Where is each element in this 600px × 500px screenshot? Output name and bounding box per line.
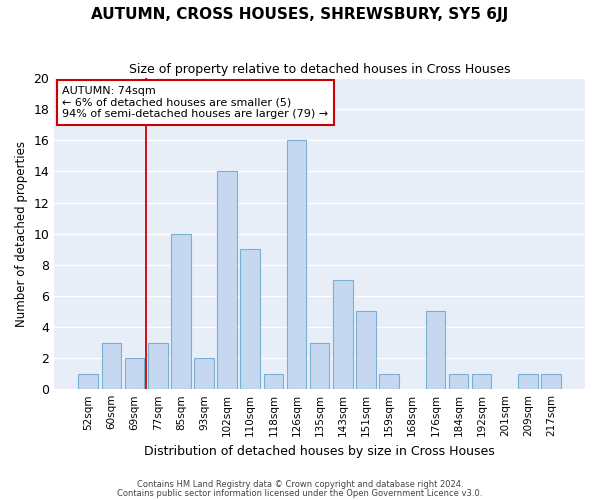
Title: Size of property relative to detached houses in Cross Houses: Size of property relative to detached ho… [129, 62, 511, 76]
Text: Contains HM Land Registry data © Crown copyright and database right 2024.: Contains HM Land Registry data © Crown c… [137, 480, 463, 489]
Bar [125, 358, 145, 389]
Bar [217, 172, 237, 389]
Y-axis label: Number of detached properties: Number of detached properties [15, 140, 28, 326]
Bar [449, 374, 469, 389]
Text: AUTUMN: 74sqm
← 6% of detached houses are smaller (5)
94% of semi-detached house: AUTUMN: 74sqm ← 6% of detached houses ar… [62, 86, 328, 119]
Bar [333, 280, 353, 389]
Bar [379, 374, 399, 389]
Bar [356, 312, 376, 389]
Bar [241, 249, 260, 389]
Bar [79, 374, 98, 389]
Bar [310, 342, 329, 389]
Bar [194, 358, 214, 389]
Bar [287, 140, 307, 389]
Bar [263, 374, 283, 389]
Text: Contains public sector information licensed under the Open Government Licence v3: Contains public sector information licen… [118, 490, 482, 498]
Bar [425, 312, 445, 389]
Bar [541, 374, 561, 389]
Bar [148, 342, 167, 389]
Bar [101, 342, 121, 389]
Bar [171, 234, 191, 389]
X-axis label: Distribution of detached houses by size in Cross Houses: Distribution of detached houses by size … [144, 444, 495, 458]
Bar [518, 374, 538, 389]
Bar [472, 374, 491, 389]
Text: AUTUMN, CROSS HOUSES, SHREWSBURY, SY5 6JJ: AUTUMN, CROSS HOUSES, SHREWSBURY, SY5 6J… [91, 8, 509, 22]
